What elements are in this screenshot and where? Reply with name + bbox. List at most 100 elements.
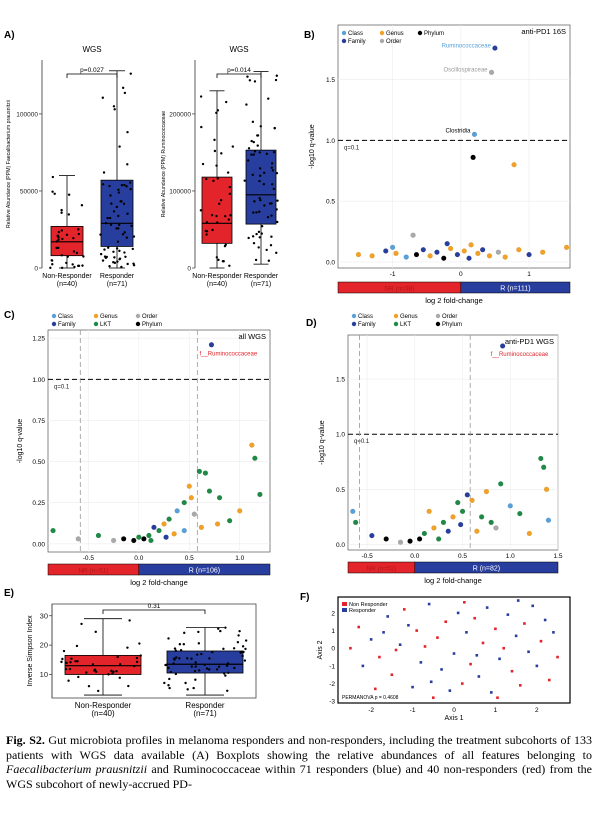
data-point xyxy=(361,664,365,668)
data-point xyxy=(541,464,547,470)
jitter-point xyxy=(224,674,227,677)
jitter-point xyxy=(96,689,100,693)
q-threshold-label: q=0.1 xyxy=(344,145,360,151)
data-point xyxy=(436,536,442,542)
x-tick-label: 1.0 xyxy=(235,555,244,562)
data-point xyxy=(527,650,530,654)
x-tick-label: -1 xyxy=(410,707,416,714)
data-point xyxy=(156,527,162,534)
data-point xyxy=(445,528,451,534)
jitter-point xyxy=(193,669,197,673)
jitter-point xyxy=(108,216,112,220)
data-point xyxy=(516,247,522,253)
p-value-label: p=0.027 xyxy=(80,67,104,74)
data-point xyxy=(415,629,419,632)
data-point xyxy=(556,655,559,659)
jitter-point xyxy=(217,665,221,668)
jitter-point xyxy=(55,240,59,243)
jitter-point xyxy=(110,202,113,205)
chart-d-volcano-antipd1-wgs: q=0.1 -0.5 0.0 0.5 1.0 1.5 0.0 0.5 1.0 1.5 -log10 … xyxy=(319,313,563,585)
data-point xyxy=(455,499,461,506)
jitter-point xyxy=(254,258,258,262)
chart-title: WGS xyxy=(82,45,101,54)
data-point xyxy=(488,69,495,76)
data-point xyxy=(431,696,435,699)
data-point xyxy=(131,537,137,544)
y-axis-label: Axis 2 xyxy=(317,640,324,659)
jitter-point xyxy=(253,80,257,83)
y-axis-label: -log10 q-value xyxy=(17,419,24,463)
jitter-point xyxy=(258,236,261,239)
data-point xyxy=(389,244,396,250)
jitter-point xyxy=(197,669,201,672)
jitter-point xyxy=(205,177,208,181)
data-point xyxy=(214,521,221,527)
legend-label: LKT xyxy=(100,322,111,328)
point-label: f__Ruminococcaceae xyxy=(199,351,257,357)
jitter-point xyxy=(107,246,110,249)
data-point xyxy=(518,684,522,687)
legend-marker xyxy=(435,313,441,319)
data-point xyxy=(477,675,481,678)
caption-italic-species: Faecalibacterium prausnitzii xyxy=(6,762,148,777)
data-point xyxy=(535,664,539,668)
jitter-point xyxy=(205,230,209,233)
jitter-point xyxy=(67,679,70,682)
jitter-point xyxy=(275,74,279,77)
y-tick-label: 1.0 xyxy=(336,432,345,439)
legend-marker xyxy=(379,38,385,44)
jitter-point xyxy=(221,259,225,263)
legend-marker xyxy=(393,313,399,319)
jitter-point xyxy=(194,665,197,668)
data-point xyxy=(413,251,420,258)
figure: A) B) C) D) E) F) WGS050000100000Relativ… xyxy=(4,24,571,722)
jitter-point xyxy=(68,667,72,671)
data-point xyxy=(506,613,510,616)
data-point xyxy=(466,255,472,261)
y-tick-label: 100000 xyxy=(169,188,191,195)
data-point xyxy=(499,343,506,349)
data-point xyxy=(198,524,205,530)
jitter-point xyxy=(60,229,63,232)
x-category-count: (n=71) xyxy=(107,281,127,288)
jitter-point xyxy=(246,75,249,78)
jitter-point xyxy=(168,677,171,681)
jitter-point xyxy=(72,236,75,240)
jitter-point xyxy=(128,619,131,622)
y-axis-label: -log10 q-value xyxy=(309,124,316,168)
r-bar xyxy=(414,561,559,574)
jitter-point xyxy=(219,198,223,202)
jitter-point xyxy=(250,139,253,143)
jitter-point xyxy=(224,100,228,104)
jitter-point xyxy=(208,657,211,660)
jitter-point xyxy=(112,210,116,213)
data-point xyxy=(181,527,187,534)
data-point xyxy=(448,689,452,692)
legend-label: Class xyxy=(58,314,73,320)
jitter-point xyxy=(182,643,186,646)
box-responder xyxy=(100,179,134,247)
jitter-point xyxy=(125,185,128,188)
jitter-point xyxy=(123,91,127,95)
jitter-point xyxy=(216,177,220,180)
jitter-point xyxy=(219,629,222,633)
data-point xyxy=(121,536,127,542)
data-point xyxy=(539,639,543,643)
y-tick-label: 1.5 xyxy=(326,77,335,84)
jitter-point xyxy=(49,266,52,270)
chart-title: all WGS xyxy=(238,332,266,341)
jitter-point xyxy=(57,246,60,250)
jitter-point xyxy=(73,265,76,269)
jitter-point xyxy=(259,198,262,202)
jitter-point xyxy=(194,678,197,681)
data-point xyxy=(420,247,426,253)
data-point xyxy=(237,508,243,514)
caption-text-2: and Ruminococcaceae within 71 responders… xyxy=(6,762,592,791)
data-point xyxy=(470,154,476,161)
x-tick-label: 0 xyxy=(459,271,463,278)
chart-e-simpson-boxplot: 10 20 30 Inverse Simpson Index Non-Responder… xyxy=(27,603,257,718)
legend-marker xyxy=(351,313,357,319)
legend-label: Genus xyxy=(400,314,418,320)
jitter-point xyxy=(65,233,69,237)
